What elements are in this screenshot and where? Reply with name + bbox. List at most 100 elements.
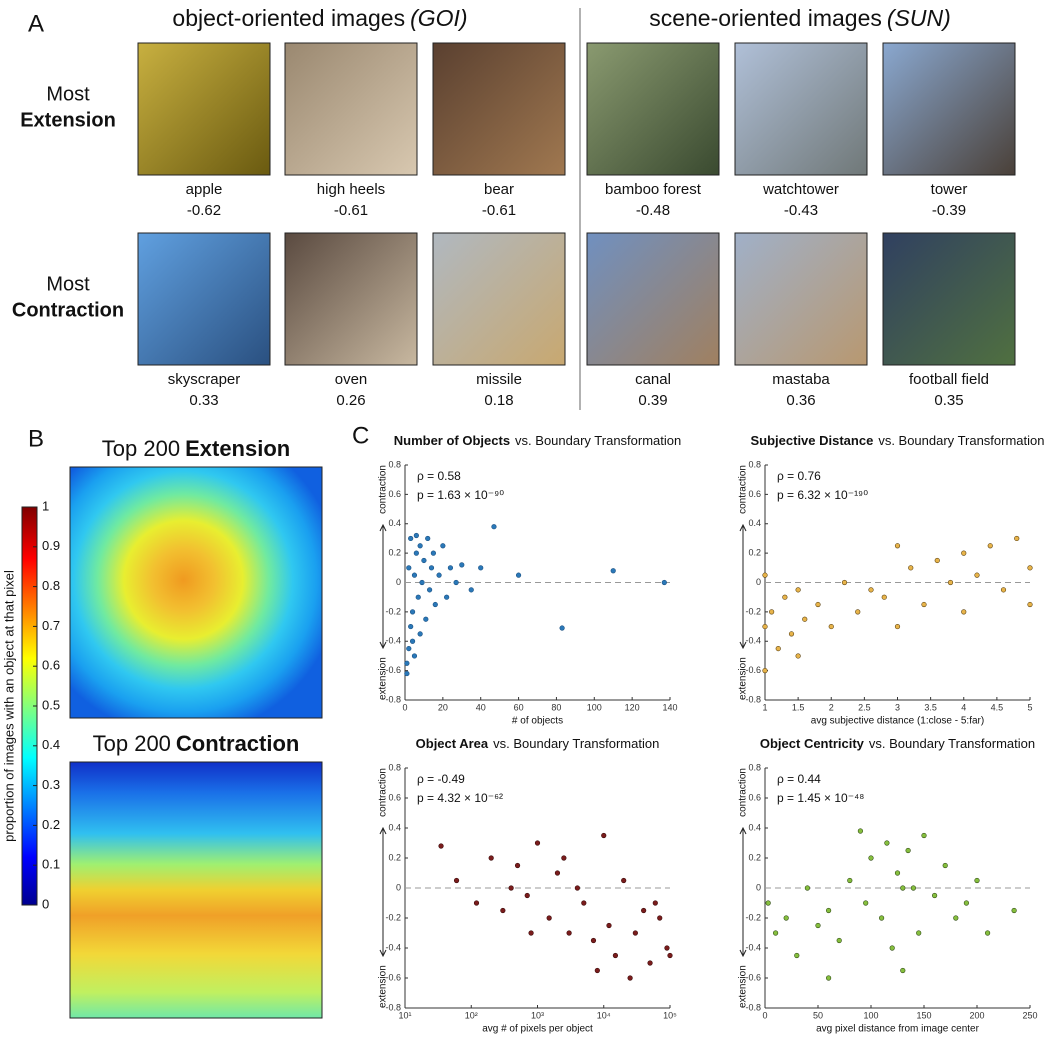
row-label: Most — [46, 273, 90, 295]
point — [794, 952, 800, 959]
x-tick-label: 10⁵ — [663, 1010, 677, 1020]
point — [947, 579, 954, 586]
x-axis-label: avg subjective distance (1:close - 5:far… — [811, 716, 984, 727]
point — [815, 922, 821, 929]
point — [459, 562, 465, 568]
point — [425, 535, 431, 542]
point — [559, 625, 565, 631]
image-score: -0.62 — [187, 202, 221, 219]
x-tick-label: 10¹ — [398, 1010, 411, 1020]
y-tick-label: 0.6 — [748, 792, 761, 802]
text-part: (GOI) — [410, 5, 468, 31]
point — [423, 616, 429, 622]
point — [828, 623, 834, 630]
y-tick-label: 0.8 — [748, 459, 761, 469]
point — [468, 587, 474, 593]
image-name: apple — [186, 181, 223, 198]
point — [508, 885, 514, 891]
x-tick-label: 1 — [762, 702, 767, 712]
y-tick-label: -0.2 — [745, 606, 761, 616]
annotation: p = 1.63 × 10⁻⁹⁰ — [417, 488, 504, 502]
point — [894, 543, 901, 549]
point — [921, 832, 927, 839]
point — [788, 631, 795, 637]
y-axis-label: contraction — [378, 465, 389, 514]
point — [411, 572, 418, 578]
point — [594, 967, 600, 974]
text-part: object-oriented images — [172, 5, 405, 31]
colorbar-tick-label: 0.3 — [42, 777, 60, 792]
colorbar-tick-label: 0.9 — [42, 538, 60, 553]
x-tick-label: 10³ — [531, 1010, 544, 1020]
y-tick-label: -0.4 — [745, 942, 761, 952]
point — [1027, 601, 1033, 608]
y-tick-label: 0.8 — [388, 459, 401, 469]
image-name: high heels — [317, 181, 385, 198]
point — [438, 843, 444, 849]
text-part: Object Centricity — [760, 736, 865, 751]
point — [417, 631, 423, 637]
point — [868, 855, 874, 861]
y-tick-label: 0 — [396, 577, 401, 587]
y-tick-label: 0.4 — [748, 822, 761, 832]
y-axis-label: extension — [378, 657, 389, 700]
photo — [586, 232, 720, 366]
point — [961, 550, 967, 556]
point — [415, 594, 421, 600]
y-tick-label: -0.2 — [385, 606, 401, 616]
point — [408, 535, 414, 542]
map-title: Top 200 Extension — [102, 436, 290, 461]
point — [453, 579, 459, 586]
point — [825, 975, 832, 981]
arrow — [379, 888, 387, 958]
point — [795, 653, 801, 659]
annotation: ρ = 0.44 — [777, 772, 821, 786]
point — [802, 616, 808, 622]
image-score: -0.39 — [932, 202, 966, 219]
point — [647, 960, 653, 966]
point — [421, 557, 427, 564]
point — [546, 915, 552, 921]
y-tick-label: -0.8 — [385, 1002, 401, 1012]
point — [430, 550, 436, 556]
image-score: -0.61 — [334, 202, 368, 219]
point — [987, 543, 993, 549]
y-tick-label: -0.8 — [745, 694, 761, 704]
point — [453, 877, 460, 884]
image-score: 0.33 — [189, 392, 218, 409]
point — [894, 623, 901, 630]
point — [974, 877, 980, 884]
image-score: 0.39 — [638, 392, 667, 409]
point — [984, 930, 991, 936]
text-part: scene-oriented images — [649, 5, 882, 31]
point — [627, 975, 633, 981]
point — [963, 900, 970, 906]
point — [908, 565, 914, 571]
y-tick-label: 0.2 — [748, 548, 761, 558]
y-tick-label: 0.6 — [748, 489, 761, 499]
image-name: oven — [335, 371, 368, 388]
x-axis-label: avg # of pixels per object — [482, 1024, 593, 1035]
photo — [882, 42, 1016, 176]
point — [409, 638, 416, 644]
point — [921, 601, 927, 608]
text-part: Top 200 — [102, 436, 180, 461]
y-tick-label: -0.4 — [385, 942, 401, 952]
y-tick-label: 0.6 — [388, 792, 401, 802]
point — [500, 907, 506, 914]
y-tick-label: 0.8 — [748, 762, 761, 772]
point — [961, 609, 967, 615]
x-tick-label: 50 — [813, 1010, 823, 1020]
point — [408, 623, 414, 630]
y-tick-label: 0.8 — [388, 762, 401, 772]
point — [574, 885, 580, 891]
point — [841, 579, 848, 586]
x-tick-label: 2.5 — [858, 702, 871, 712]
point — [1000, 587, 1007, 593]
arrow — [739, 826, 747, 888]
x-tick-label: 0 — [762, 1010, 767, 1020]
panel-label: A — [28, 10, 44, 37]
photo — [734, 42, 868, 176]
chart-title: Subjective Distance vs. Boundary Transfor… — [750, 433, 1044, 448]
